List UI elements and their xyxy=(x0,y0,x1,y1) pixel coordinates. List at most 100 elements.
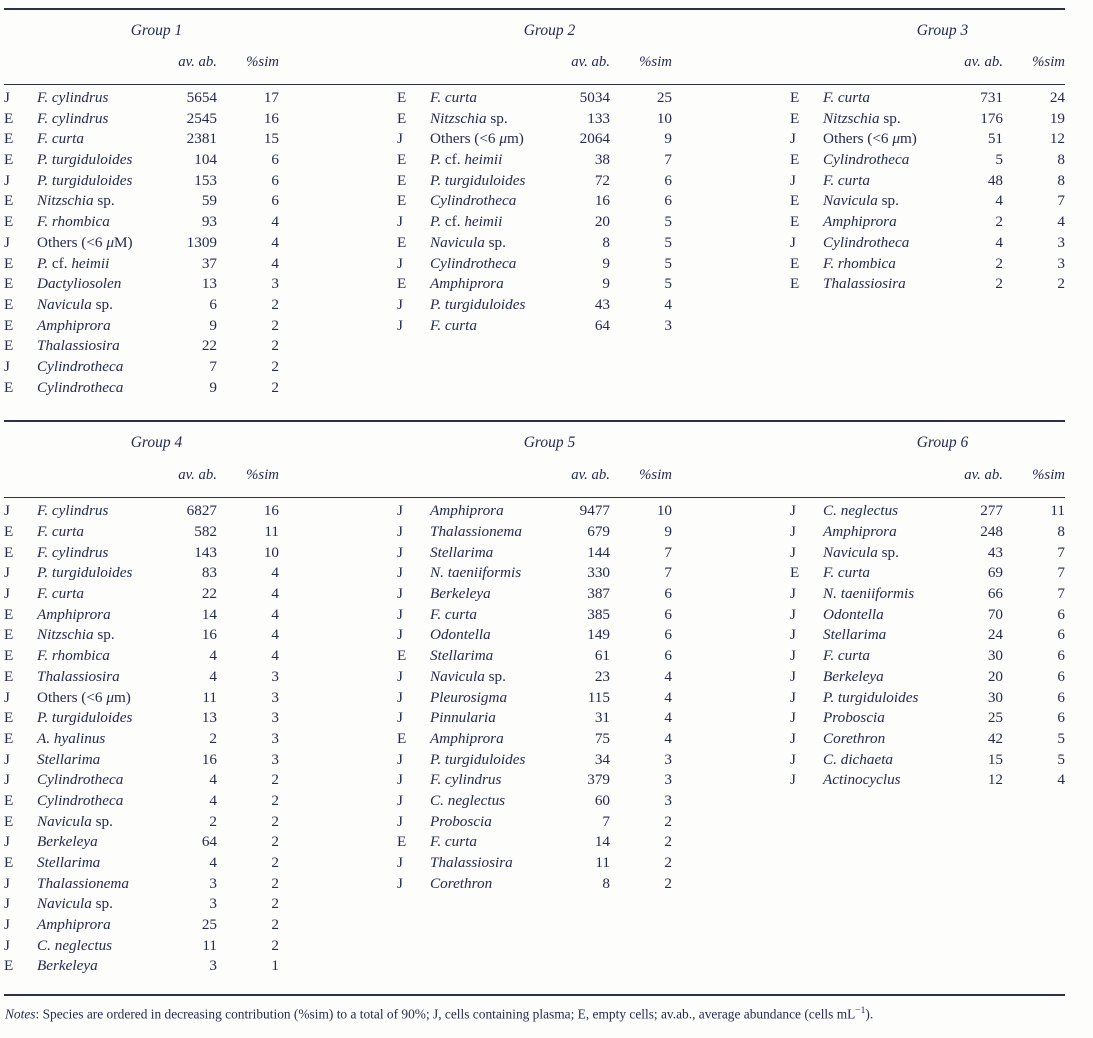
cell-percent-similarity: 6 xyxy=(664,647,672,665)
cell-cell-type-flag: J xyxy=(790,523,796,540)
species-name-part: Actinocyclus xyxy=(823,771,901,789)
cell-average-abundance: 23 xyxy=(594,667,610,685)
cell-percent-similarity: 10 xyxy=(656,502,672,520)
cell-average-abundance: 582 xyxy=(194,523,217,540)
species-name-roman-part: cf. xyxy=(48,254,72,272)
cell-cell-type-flag: E xyxy=(790,192,800,210)
species-name-part: Navicula xyxy=(37,812,92,830)
species-name-part: μ xyxy=(106,233,114,251)
cell-percent-similarity: 11 xyxy=(1050,502,1065,520)
cell-average-abundance: 13 xyxy=(201,709,217,727)
species-name-part: Cylindrotheca xyxy=(430,254,517,272)
cell-cell-type-flag: E xyxy=(4,957,14,975)
cell-species-name: P. turgiduloides xyxy=(427,296,554,317)
cell-average-abundance: 9 xyxy=(209,378,217,396)
cell-cell-type-flag: E xyxy=(4,854,14,871)
cell-cell-type-flag: J xyxy=(397,564,403,582)
cell-species-name: A. hyalinus xyxy=(34,730,161,751)
cell-cell-type-flag: J xyxy=(4,564,10,582)
species-name-roman-part: sp. xyxy=(877,543,899,561)
species-name-part: F. cylindrus xyxy=(37,89,109,106)
cell-species-name: Amphiprora xyxy=(427,502,554,523)
cell-cell-type-flag: J xyxy=(397,213,403,231)
cell-average-abundance: 731 xyxy=(980,89,1003,106)
cell-percent-similarity: 2 xyxy=(664,833,672,851)
cell-average-abundance: 4 xyxy=(995,192,1003,210)
species-name-part: F. curta xyxy=(823,171,870,189)
cell-average-abundance: 330 xyxy=(587,564,610,582)
cell-cell-type-flag: J xyxy=(790,171,796,189)
cell-cell-type-flag: E xyxy=(790,109,800,127)
cell-average-abundance: 64 xyxy=(594,316,610,334)
cell-percent-similarity: 6 xyxy=(1057,605,1065,623)
species-name-part: Pleurosigma xyxy=(430,688,508,706)
cell-percent-similarity: 2 xyxy=(271,337,279,355)
data-band-groups-1-3: J F. cylindrus 5654 17 E F. cylindrus 2545 16 E F… xyxy=(4,85,1065,399)
cell-species-name: Navicula sp. xyxy=(34,813,161,834)
species-name-part: Navicula xyxy=(430,667,485,685)
cell-average-abundance: 2 xyxy=(995,213,1003,231)
col-header-avab: av. ab. xyxy=(571,466,610,483)
cell-percent-similarity: 7 xyxy=(664,151,672,169)
cell-percent-similarity: 2 xyxy=(271,357,279,375)
cell-cell-type-flag: J xyxy=(790,585,796,603)
cell-average-abundance: 22 xyxy=(201,585,217,603)
group-4-rows: J F. cylindrus 6827 16 E F. curta 582 11 E F. cyl… xyxy=(4,498,279,978)
species-name-part: heimii xyxy=(464,213,503,231)
cell-percent-similarity: 3 xyxy=(664,316,672,334)
species-name-part: Cylindrotheca xyxy=(430,192,517,210)
group-title: Group 6 xyxy=(916,434,969,452)
cell-species-name: Thalassiosira xyxy=(34,668,161,689)
cell-average-abundance: 153 xyxy=(194,171,217,189)
cell-cell-type-flag: J xyxy=(397,254,403,272)
cell-species-name: N. taeniiformis xyxy=(427,564,554,585)
cell-average-abundance: 20 xyxy=(594,213,610,231)
cell-percent-similarity: 3 xyxy=(1057,254,1065,272)
species-name-part: Stellarima xyxy=(430,647,494,665)
species-name-part: Amphiprora xyxy=(430,729,504,747)
cell-species-name: Navicula sp. xyxy=(820,544,947,565)
cell-species-name: P. turgiduloides xyxy=(427,751,554,772)
species-name-part: C. neglectus xyxy=(430,791,506,809)
species-name-part: F. curta xyxy=(823,647,870,665)
species-name-roman-part: m) xyxy=(113,688,131,706)
cell-percent-similarity: 9 xyxy=(664,130,672,148)
cell-percent-similarity: 12 xyxy=(1049,130,1065,148)
species-name-part: Berkeleya xyxy=(823,667,884,685)
cell-cell-type-flag: E xyxy=(790,151,800,169)
cell-species-name: Cylindrotheca xyxy=(34,792,161,813)
cell-species-name: Stellarima xyxy=(34,854,161,875)
species-name-part: C. dichaeta xyxy=(823,750,894,768)
species-name-part: Cylindrotheca xyxy=(37,378,124,396)
cell-average-abundance: 379 xyxy=(587,771,610,789)
species-name-roman-part: Others (<6 xyxy=(37,233,107,251)
cell-average-abundance: 70 xyxy=(987,605,1003,623)
species-name-part: heimii xyxy=(464,151,503,169)
cell-percent-similarity: 3 xyxy=(271,750,279,768)
cell-cell-type-flag: E xyxy=(4,130,14,148)
species-name-part: Navicula xyxy=(37,295,92,313)
cell-average-abundance: 48 xyxy=(987,171,1003,189)
group-1-rows: J F. cylindrus 5654 17 E F. cylindrus 2545 16 E F… xyxy=(4,85,279,399)
cell-species-name: Stellarima xyxy=(820,626,947,647)
cell-percent-similarity: 3 xyxy=(271,275,279,293)
cell-cell-type-flag: E xyxy=(397,151,407,169)
cell-percent-similarity: 2 xyxy=(271,833,279,851)
cell-cell-type-flag: J xyxy=(4,936,10,954)
cell-species-name: Odontella xyxy=(820,606,947,627)
cell-species-name: P. cf. heimii xyxy=(34,255,161,276)
cell-cell-type-flag: J xyxy=(4,688,10,706)
species-name-part: F. rhombica xyxy=(37,213,110,231)
cell-average-abundance: 5654 xyxy=(186,89,217,106)
col-header-sim: %sim xyxy=(1032,54,1065,70)
cell-average-abundance: 4 xyxy=(209,791,217,809)
cell-average-abundance: 8 xyxy=(602,874,610,892)
cell-species-name: Nitzschia sp. xyxy=(34,192,161,213)
cell-species-name: F. curta xyxy=(34,130,161,151)
cell-cell-type-flag: J xyxy=(790,130,796,148)
cell-percent-similarity: 7 xyxy=(1057,543,1065,561)
cell-percent-similarity: 15 xyxy=(263,130,279,148)
cell-species-name: F. cylindrus xyxy=(34,544,161,565)
cell-average-abundance: 42 xyxy=(987,729,1003,747)
species-name-part: F. curta xyxy=(823,89,870,106)
